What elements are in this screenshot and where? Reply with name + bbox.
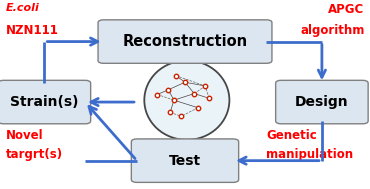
Text: NZN111: NZN111 <box>6 24 58 37</box>
Text: APGC: APGC <box>328 3 364 16</box>
Text: algorithm: algorithm <box>300 24 364 37</box>
FancyBboxPatch shape <box>0 80 91 124</box>
Text: Novel: Novel <box>6 129 43 142</box>
Ellipse shape <box>144 60 229 140</box>
Text: Design: Design <box>295 95 349 109</box>
FancyBboxPatch shape <box>131 139 239 182</box>
Text: Test: Test <box>169 154 201 168</box>
Text: Reconstruction: Reconstruction <box>122 34 248 49</box>
Text: targrt(s): targrt(s) <box>6 148 63 161</box>
Text: Genetic: Genetic <box>266 129 317 142</box>
Text: manipulation: manipulation <box>266 148 353 161</box>
FancyBboxPatch shape <box>98 20 272 63</box>
Text: E.coli: E.coli <box>6 3 40 13</box>
FancyBboxPatch shape <box>276 80 368 124</box>
Text: Strain(s): Strain(s) <box>10 95 79 109</box>
